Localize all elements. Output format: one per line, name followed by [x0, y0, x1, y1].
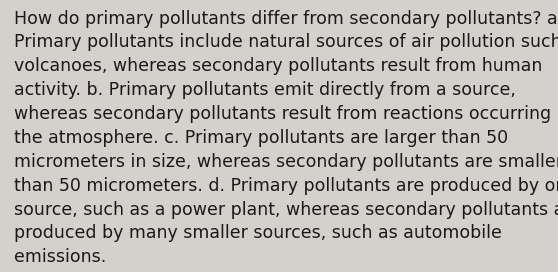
Text: How do primary pollutants differ from secondary pollutants? a.
Primary pollutant: How do primary pollutants differ from se… — [14, 10, 558, 266]
